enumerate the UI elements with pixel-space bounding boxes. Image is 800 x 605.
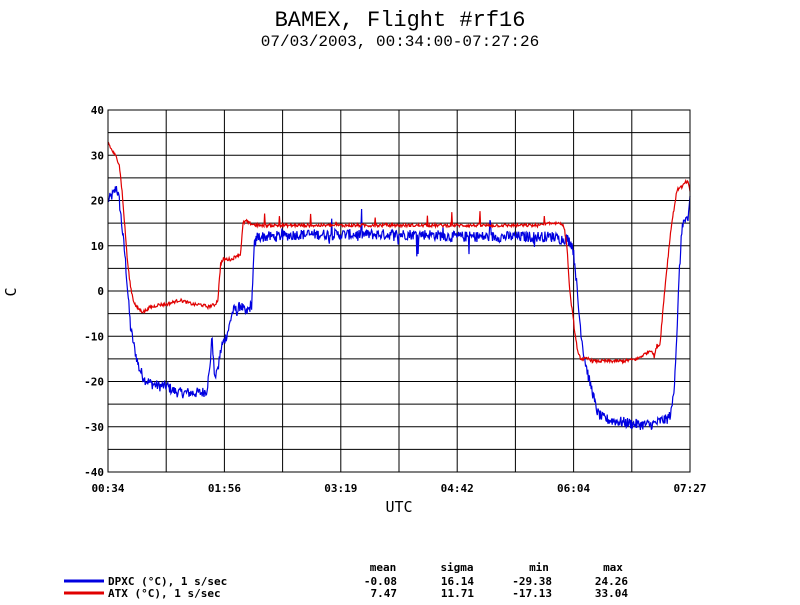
y-tick-label: -20 <box>84 376 104 389</box>
y-axis-label: C <box>2 287 20 296</box>
stats-header: mean <box>370 561 397 574</box>
chart-title: BAMEX, Flight #rf16 <box>275 8 526 33</box>
x-tick-label: 03:19 <box>324 482 357 495</box>
x-axis-ticks: 00:34 01:56 03:19 04:42 06:04 07:27 <box>91 482 706 495</box>
y-tick-label: 10 <box>91 240 104 253</box>
y-tick-label: -40 <box>84 466 104 479</box>
series-line-atx <box>107 141 691 365</box>
x-axis-label: UTC <box>385 498 412 516</box>
y-tick-label: 0 <box>97 285 104 298</box>
x-tick-label: 00:34 <box>91 482 124 495</box>
y-tick-label: -10 <box>84 330 104 343</box>
y-tick-label: 30 <box>91 149 104 162</box>
series-lines <box>107 141 691 430</box>
stats-table: mean sigma min max DPXC (°C), 1 s/sec -0.08 16… <box>64 561 628 600</box>
stats-value-mean: -0.08 <box>364 575 397 588</box>
legend-label: DPXC (°C), 1 s/sec <box>108 575 227 588</box>
stats-value-min: -29.38 <box>512 575 552 588</box>
legend-label: ATX (°C), 1 s/sec <box>108 587 221 600</box>
chart-subtitle: 07/03/2003, 00:34:00-07:27:26 <box>261 33 539 51</box>
series-line-dpxc <box>107 186 691 430</box>
x-tick-label: 04:42 <box>441 482 474 495</box>
stats-value-max: 33.04 <box>595 587 628 600</box>
stats-header: sigma <box>440 561 473 574</box>
x-tick-label: 06:04 <box>557 482 590 495</box>
stats-value-mean: 7.47 <box>371 587 398 600</box>
y-tick-label: -30 <box>84 421 104 434</box>
stats-header: min <box>529 561 549 574</box>
x-tick-label: 07:27 <box>673 482 706 495</box>
stats-value-min: -17.13 <box>512 587 552 600</box>
stats-value-sigma: 11.71 <box>441 587 474 600</box>
plot-frame <box>107 109 691 473</box>
x-tick-label: 01:56 <box>208 482 241 495</box>
y-tick-label: 40 <box>91 104 104 117</box>
stats-value-sigma: 16.14 <box>441 575 474 588</box>
y-axis-ticks: 40 30 20 10 0 -10 -20 -30 -40 <box>84 104 104 479</box>
plot-grid <box>108 110 690 472</box>
y-tick-label: 20 <box>91 195 104 208</box>
stats-header: max <box>603 561 623 574</box>
stats-value-max: 24.26 <box>595 575 628 588</box>
